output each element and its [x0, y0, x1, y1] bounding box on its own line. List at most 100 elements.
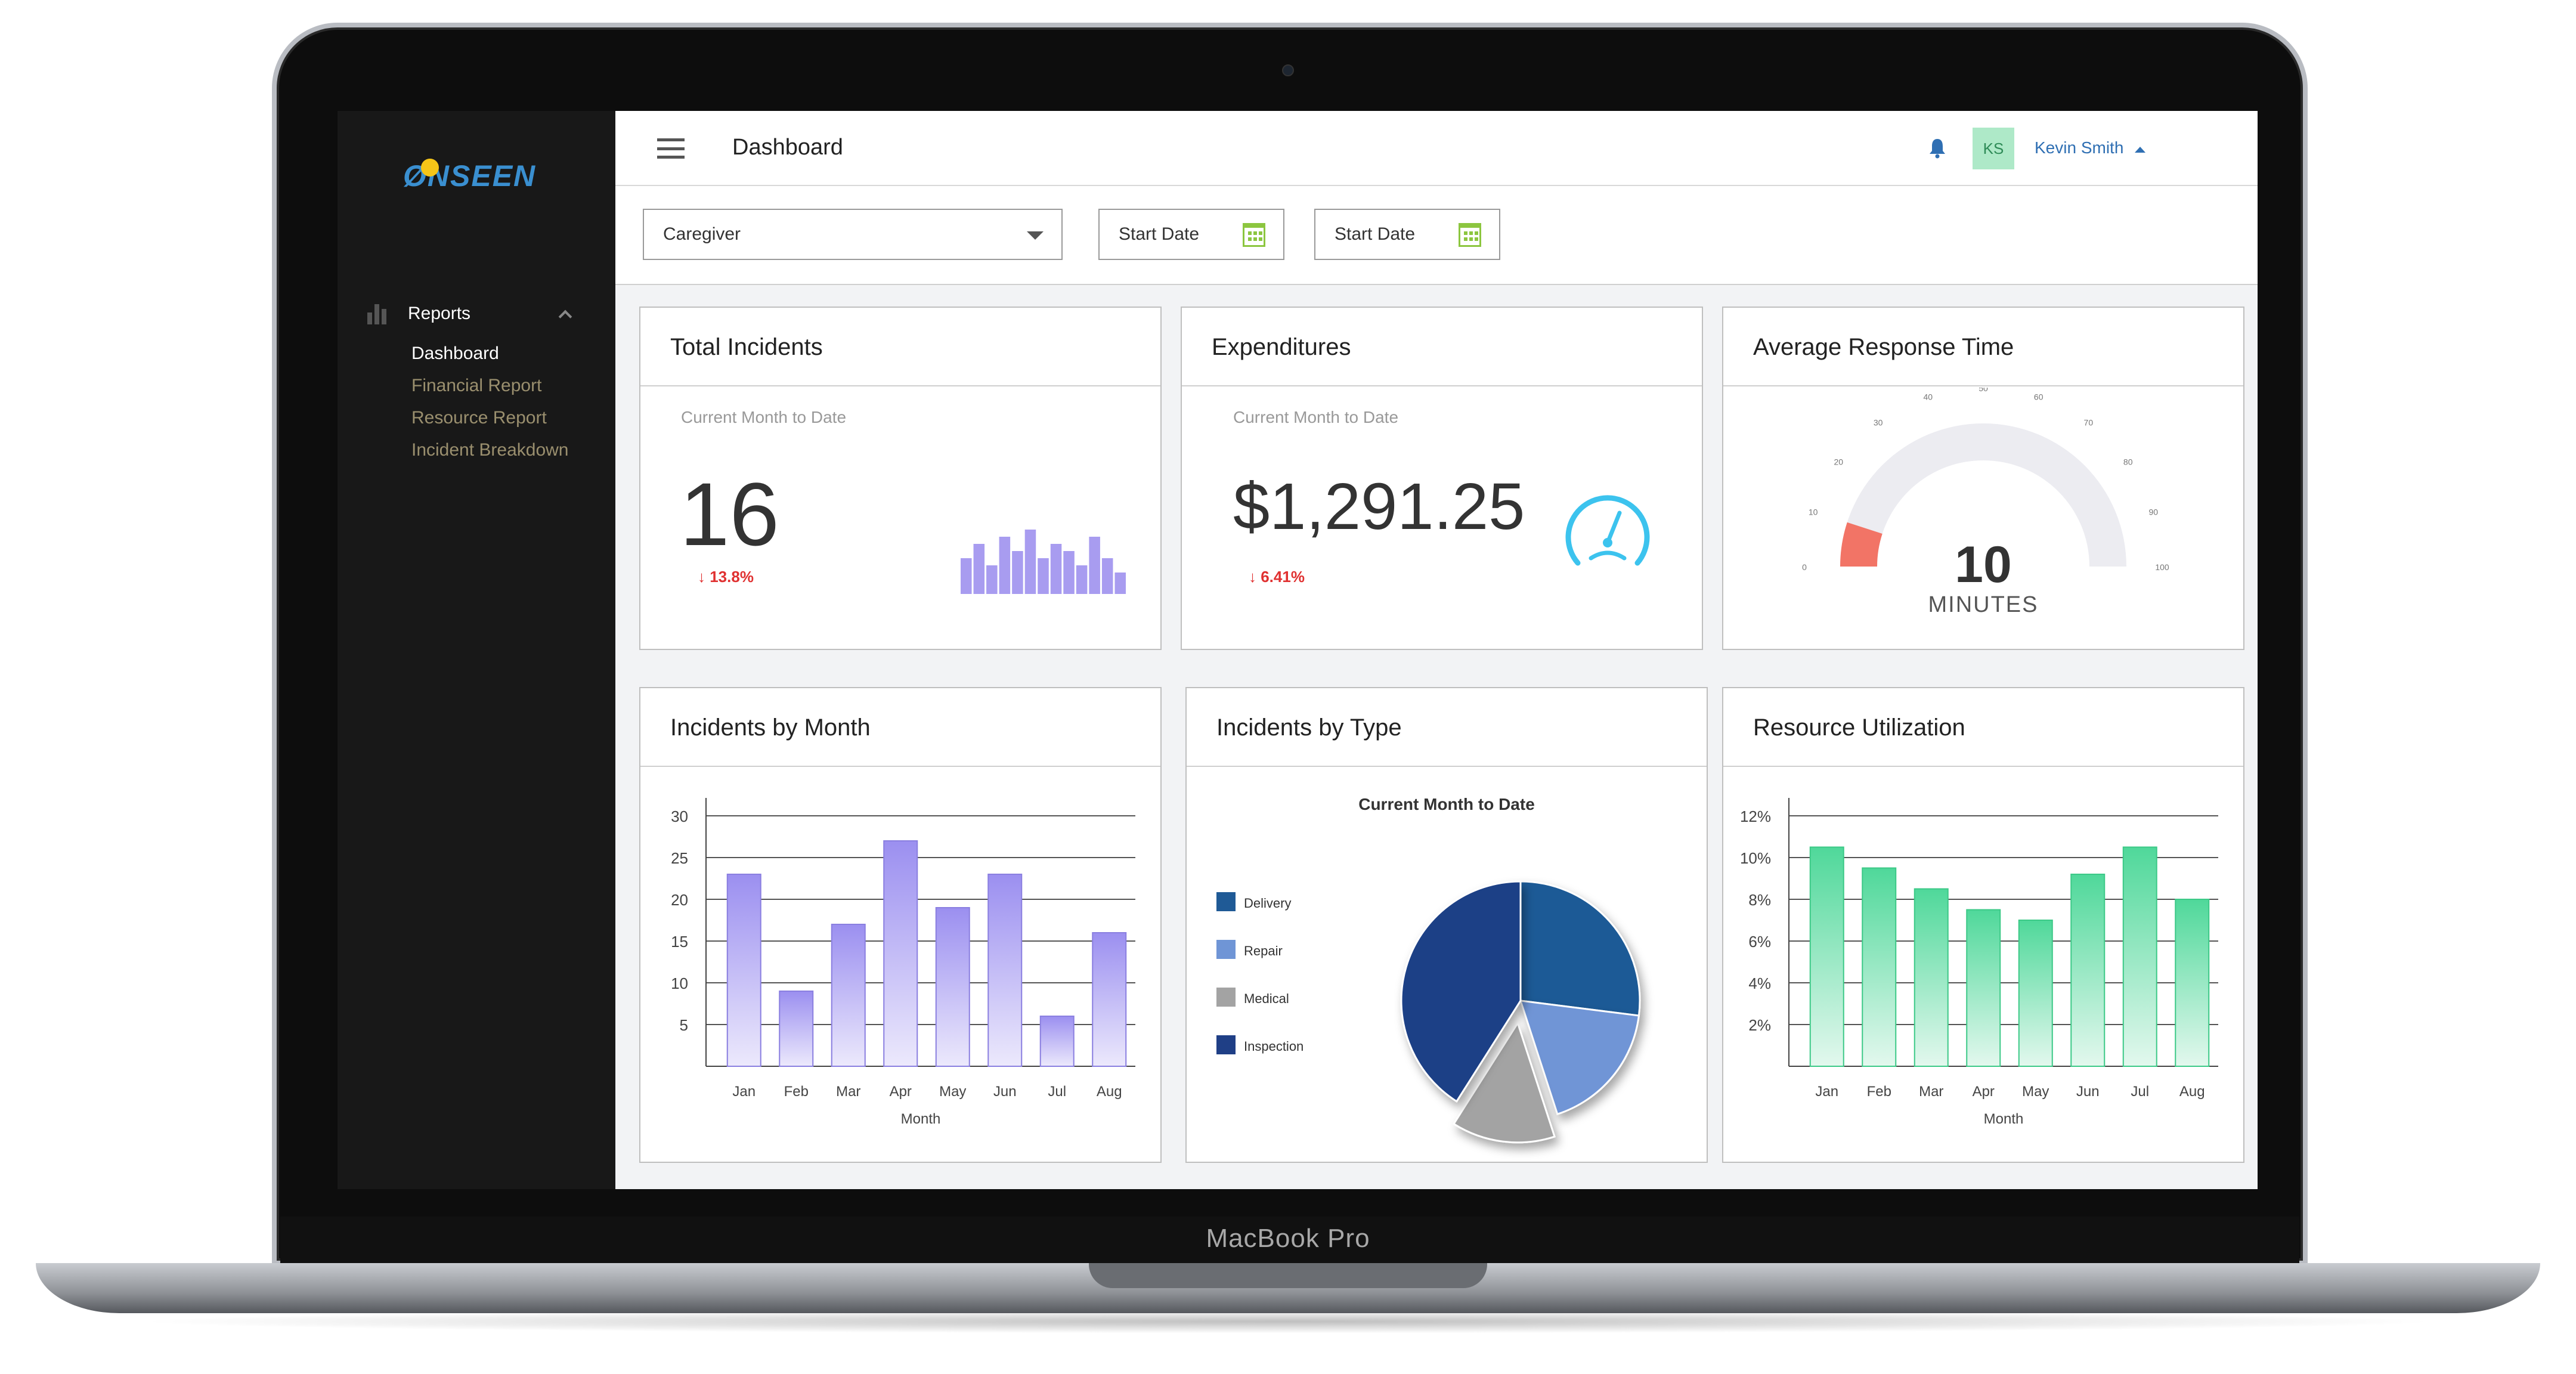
start-date-input-1[interactable]: Start Date — [1098, 209, 1284, 260]
nav-group-reports: Reports Dashboard Financial Report Resou… — [367, 296, 594, 466]
sidebar-item-dashboard[interactable]: Dashboard — [411, 344, 499, 363]
x-tick-label: Jul — [2131, 1084, 2149, 1100]
legend-swatch — [1216, 1035, 1236, 1054]
expenditure-amount: $1,291.25 — [1233, 470, 1525, 543]
logo-sun-icon — [421, 159, 439, 177]
x-axis-label: Month — [1984, 1111, 2024, 1127]
card-subtitle: Current Month to Date — [1233, 408, 1399, 426]
avatar[interactable]: KS — [1973, 128, 2014, 169]
gauge-tick-label: 10 — [1809, 507, 1818, 516]
nav-section-reports[interactable]: Reports — [367, 296, 594, 332]
legend-label: Delivery — [1244, 896, 1291, 911]
caregiver-select-label: Caregiver — [663, 224, 741, 244]
bar — [1809, 846, 1844, 1067]
spark-bar — [999, 537, 1011, 594]
bar — [779, 991, 814, 1067]
card-subtitle: Current Month to Date — [681, 408, 847, 426]
resource-utilization-chart: 2% 4% 6% 8% 10% 12% Jan Feb Mar Apr May Jun Jul Aug Mo… — [1740, 798, 2218, 1127]
pie-slice — [1519, 999, 1640, 1116]
gauge-tick-label: 60 — [2034, 392, 2044, 402]
gauge-unit: MINUTES — [1928, 592, 2039, 617]
y-tick-label: 10 — [671, 974, 688, 992]
spark-bar — [973, 544, 985, 594]
screen: ØNSEEN Reports Dashboard Financial Repor… — [338, 111, 2258, 1189]
bar — [2122, 846, 2157, 1067]
spark-bar-chart — [961, 530, 1126, 594]
spark-bar — [986, 565, 998, 594]
incidents-by-month-chart: 5 10 15 20 25 30 Jan Feb Mar Apr May Jun Jul Aug Month — [671, 798, 1135, 1127]
y-tick-label: 5 — [680, 1016, 688, 1034]
sidebar-item-financial-report[interactable]: Financial Report — [411, 376, 542, 395]
gauge-tick-label: 30 — [1874, 417, 1883, 427]
x-tick-label: May — [2022, 1084, 2049, 1100]
x-tick-label: Apr — [1973, 1084, 1995, 1100]
x-tick-label: May — [939, 1084, 966, 1100]
x-tick-label: Feb — [1867, 1084, 1891, 1100]
y-tick-label: 8% — [1748, 891, 1771, 909]
caregiver-select[interactable]: Caregiver — [643, 209, 1063, 260]
card-title: Total Incidents — [640, 308, 1160, 386]
x-tick-label: Jan — [1815, 1084, 1838, 1100]
spark-bar — [1089, 537, 1100, 594]
bar — [935, 907, 970, 1067]
spark-bar — [1024, 530, 1036, 594]
bar — [726, 874, 761, 1067]
start-date-label-2: Start Date — [1335, 224, 1416, 244]
card-title: Incidents by Month — [640, 688, 1160, 767]
gauge-tick-label: 80 — [2123, 457, 2133, 467]
start-date-label-1: Start Date — [1119, 224, 1200, 244]
x-tick-label: Jun — [2076, 1084, 2100, 1100]
pie-slice — [1400, 880, 1522, 1103]
bar — [987, 874, 1023, 1067]
pie-slice — [1519, 880, 1641, 1017]
spark-bar — [1063, 551, 1075, 594]
x-tick-label: Feb — [784, 1084, 809, 1100]
calendar-icon[interactable] — [1243, 223, 1265, 247]
calendar-icon[interactable] — [1459, 223, 1481, 247]
y-tick-label: 25 — [671, 849, 688, 867]
filter-bar: Caregiver Start Date Start Date — [615, 186, 2258, 285]
y-tick-label: 30 — [671, 807, 688, 825]
incident-delta: ↓ 13.8% — [698, 568, 754, 586]
gauge-tick-label: 70 — [2084, 417, 2094, 427]
device-label: MacBook Pro — [1206, 1224, 1370, 1253]
topbar: Dashboard KS Kevin Smith — [615, 111, 2258, 186]
page-title: Dashboard — [732, 135, 843, 160]
x-tick-label: Aug — [2179, 1084, 2205, 1100]
y-tick-label: 12% — [1740, 807, 1771, 825]
bar — [1966, 909, 2001, 1067]
y-tick-label: 10% — [1740, 849, 1771, 867]
bar — [1092, 932, 1127, 1067]
spark-bar — [1114, 572, 1126, 594]
spark-bar — [1076, 565, 1088, 594]
spark-bar — [961, 558, 972, 594]
bar — [2070, 874, 2106, 1067]
incident-count: 16 — [680, 464, 779, 564]
gauge-tick-label: 40 — [1924, 392, 1933, 402]
nav-items: Dashboard Financial Report Resource Repo… — [411, 338, 594, 466]
chevron-up-icon[interactable] — [558, 310, 572, 324]
sidebar: ØNSEEN Reports Dashboard Financial Repor… — [338, 111, 615, 1189]
card-title: Average Response Time — [1723, 308, 2243, 386]
legend-label: Repair — [1244, 943, 1283, 958]
menu-icon[interactable] — [657, 138, 685, 159]
x-tick-label: Aug — [1097, 1084, 1122, 1100]
speedometer-icon — [1565, 495, 1650, 566]
x-tick-label: Jul — [1048, 1084, 1066, 1100]
caret-up-icon[interactable] — [2135, 147, 2145, 153]
card-resource-utilization: Resource Utilization 2% 4% 6% 8% 10% 12% Jan Fe… — [1722, 687, 2244, 1163]
x-tick-label: Mar — [1919, 1084, 1943, 1100]
start-date-input-2[interactable]: Start Date — [1314, 209, 1500, 260]
gauge-tick-label: 100 — [2155, 562, 2169, 572]
card-average-response-time: Average Response Time 0 10 20 30 40 50 60 70 80 9… — [1722, 307, 2244, 650]
spark-bar — [1101, 558, 1113, 594]
user-name[interactable]: Kevin Smith — [2035, 138, 2124, 157]
sidebar-item-incident-breakdown[interactable]: Incident Breakdown — [411, 440, 569, 460]
sidebar-item-resource-report[interactable]: Resource Report — [411, 408, 547, 428]
x-tick-label: Jun — [993, 1084, 1017, 1100]
pie-slice — [1453, 1021, 1556, 1144]
bar — [831, 924, 866, 1067]
bell-icon[interactable] — [1928, 137, 1946, 159]
legend-label: Medical — [1244, 991, 1289, 1006]
